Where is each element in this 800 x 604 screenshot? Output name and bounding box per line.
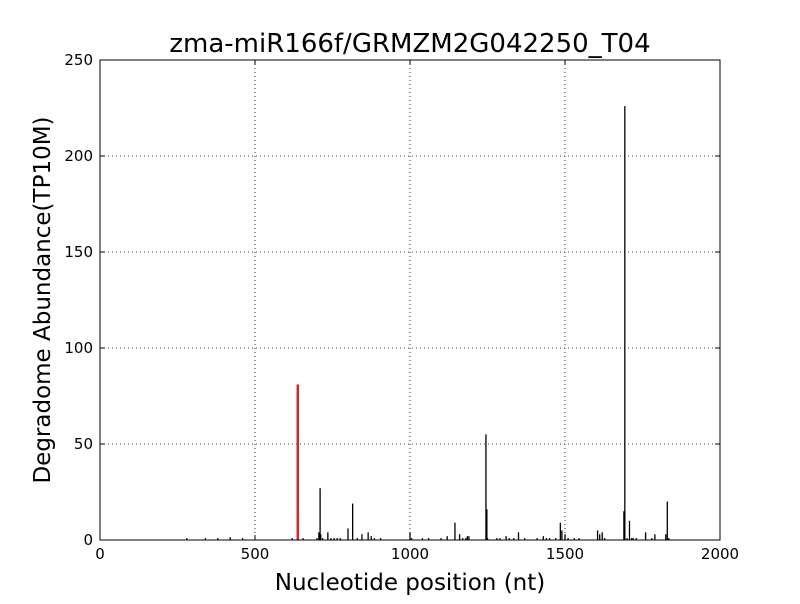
y-tick-label: 250 [64,51,93,69]
grid-layer [100,60,720,540]
x-tick-label: 1000 [391,545,429,563]
tick-layer: 0 500 1000 1500 2000 0 50 100 150 200 250 [64,51,739,563]
y-tick-label: 100 [64,339,93,357]
chart-title: zma-miR166f/GRMZM2G042250_T04 [169,29,650,59]
x-tick-label: 500 [241,545,270,563]
x-tick-label: 1500 [546,545,584,563]
y-tick-label: 50 [74,435,93,453]
x-axis-label: Nucleotide position (nt) [275,570,545,596]
y-tick-label: 150 [64,243,93,261]
y-tick-label: 200 [64,147,93,165]
x-tick-label: 2000 [701,545,739,563]
x-tick-label: 0 [95,545,105,563]
y-axis-label: Degradome Abundance(TP10M) [30,116,56,483]
y-tick-label: 0 [83,531,93,549]
